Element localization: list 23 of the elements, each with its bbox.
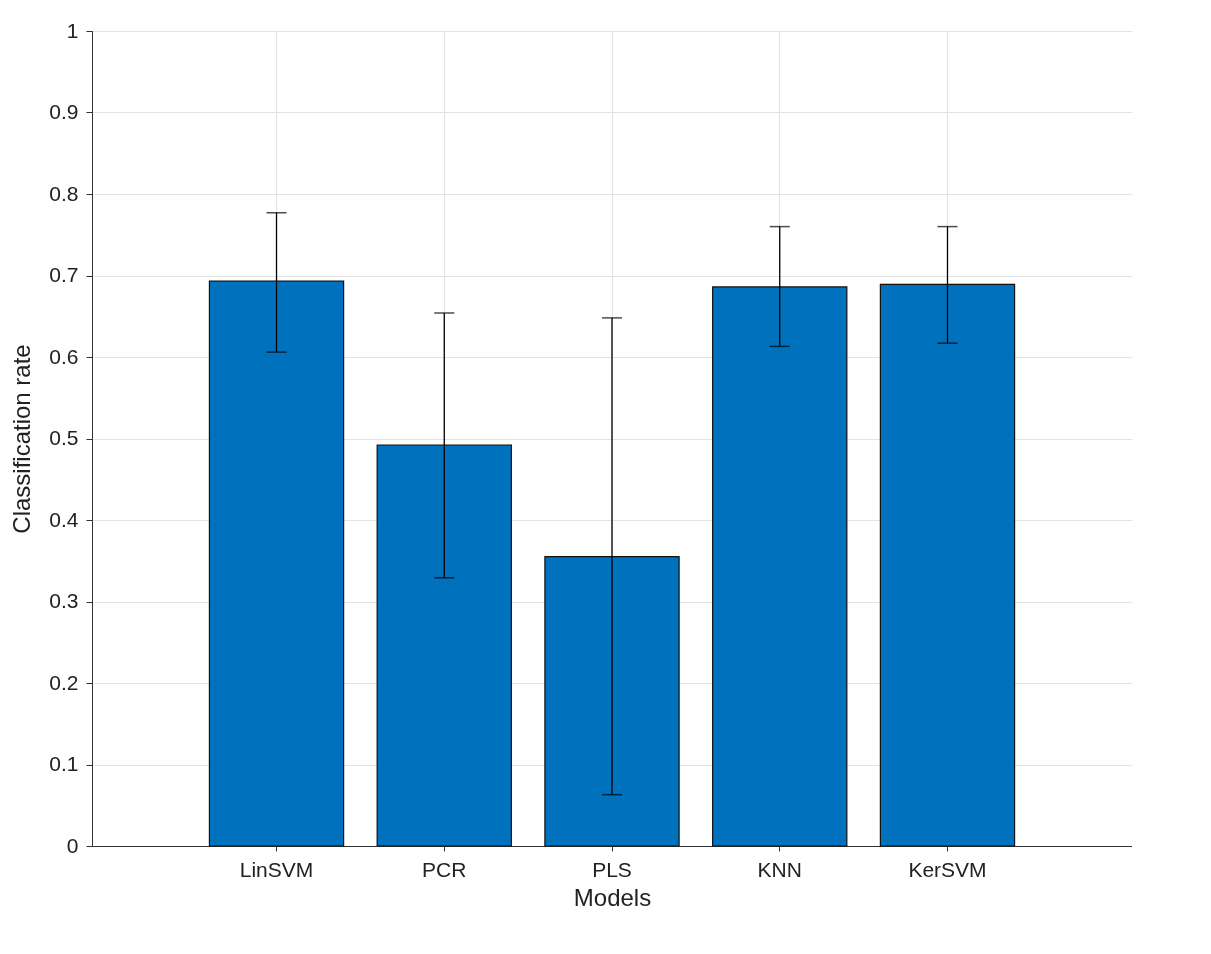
bar	[544, 556, 680, 847]
y-tick-label: 0.6	[49, 344, 79, 368]
y-tick-label: 1	[66, 18, 79, 42]
y-tick-label: 0.4	[49, 507, 79, 531]
y-tick-label: 0.3	[49, 589, 79, 612]
x-tick-label: PCR	[422, 857, 467, 881]
x-tick-label: PLS	[592, 857, 632, 881]
y-tick-label: 0.5	[49, 426, 79, 449]
x-tick-label: KNN	[757, 857, 802, 881]
y-axis-title: Classification rate	[8, 344, 36, 534]
bar	[879, 283, 1016, 847]
y-tick-label: 0.8	[49, 181, 79, 205]
x-axis-title: Models	[573, 883, 652, 911]
y-tick-label: 0.7	[49, 263, 79, 286]
bar	[208, 280, 345, 847]
y-tick-label: 0	[66, 833, 79, 857]
y-tick-label: 0.2	[49, 670, 79, 694]
y-tick-label: 0.1	[49, 752, 79, 775]
bar	[712, 286, 848, 847]
y-tick-label: 0.9	[49, 100, 79, 123]
bar	[376, 444, 512, 847]
x-tick-label: LinSVM	[239, 857, 314, 881]
x-tick-label: KerSVM	[908, 857, 987, 881]
